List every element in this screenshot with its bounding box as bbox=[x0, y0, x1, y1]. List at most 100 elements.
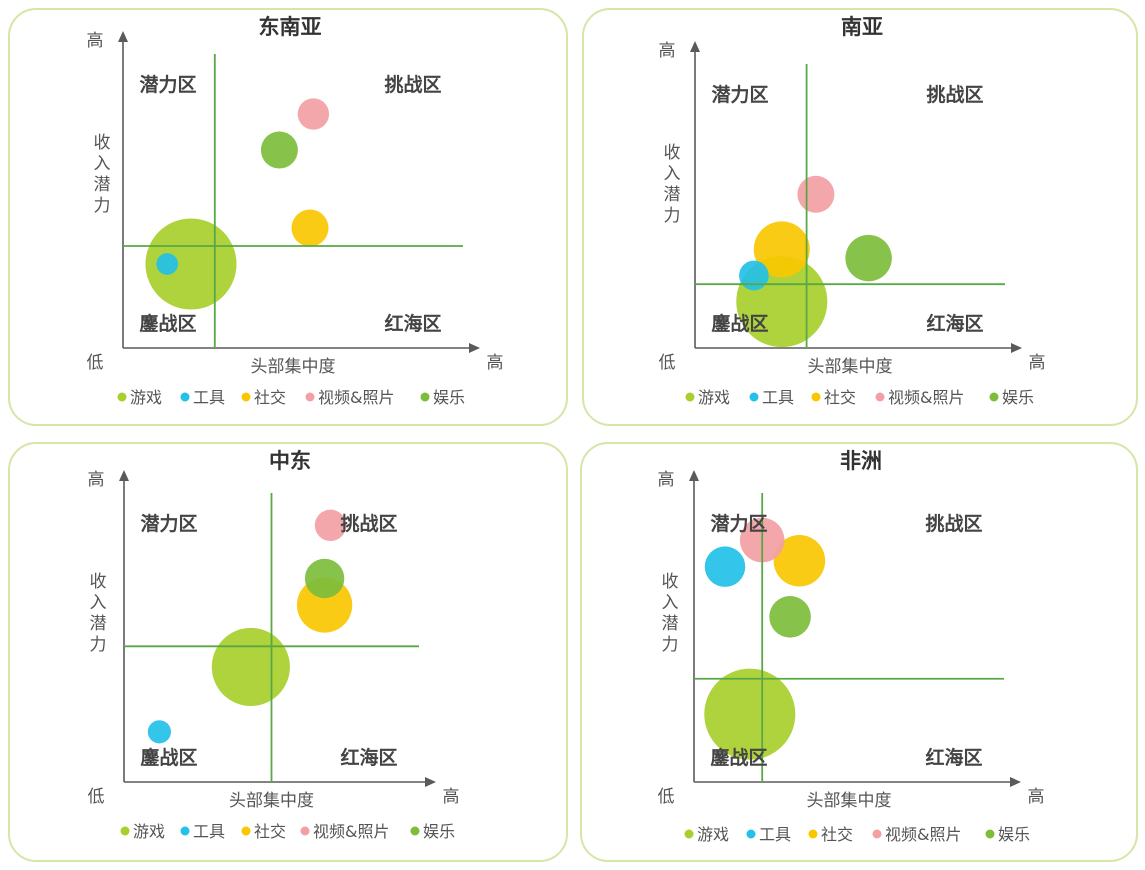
zone-label-potential: 潜力区 bbox=[140, 512, 197, 535]
y-axis-high-label: 高 bbox=[659, 41, 676, 61]
x-axis-high-label: 高 bbox=[1029, 353, 1046, 373]
y-axis-title-char: 潜 bbox=[90, 614, 107, 634]
zone-label-challenge: 挑战区 bbox=[340, 513, 397, 535]
legend-swatch-游戏 bbox=[120, 826, 130, 836]
axis-low-label: 低 bbox=[88, 787, 105, 807]
bubble-游戏 bbox=[211, 627, 290, 707]
legend-swatch-游戏 bbox=[117, 392, 127, 402]
y-axis-title-char: 入 bbox=[90, 593, 107, 613]
bubble-娱乐 bbox=[845, 234, 892, 282]
legend-swatch-工具 bbox=[180, 826, 190, 836]
bubble-工具 bbox=[147, 720, 171, 744]
x-axis-title: 头部集中度 bbox=[808, 357, 893, 377]
legend-swatch-娱乐 bbox=[985, 829, 995, 839]
legend-label: 游戏 bbox=[133, 822, 165, 841]
y-axis-title-char: 入 bbox=[94, 154, 111, 174]
legend-label: 社交 bbox=[824, 388, 856, 407]
legend-label: 社交 bbox=[254, 822, 286, 841]
x-axis-arrow-icon bbox=[469, 343, 480, 353]
zone-label-red-sea: 红海区 bbox=[926, 312, 983, 335]
bubble-娱乐 bbox=[304, 558, 345, 599]
bubble-娱乐 bbox=[260, 131, 298, 169]
zone-label-challenge: 挑战区 bbox=[925, 513, 982, 535]
axis-low-label: 低 bbox=[659, 353, 676, 373]
zone-label-potential: 潜力区 bbox=[139, 73, 196, 96]
bubble-工具 bbox=[156, 253, 179, 275]
legend-swatch-娱乐 bbox=[410, 826, 420, 836]
bubble-社交 bbox=[291, 209, 329, 247]
zone-label-battle: 鏖战区 bbox=[139, 312, 196, 335]
bubble-视频&照片 bbox=[797, 175, 835, 213]
chart-title: 非洲 bbox=[840, 449, 882, 473]
legend-label: 工具 bbox=[193, 822, 225, 841]
axis-low-label: 低 bbox=[87, 353, 104, 373]
legend-label: 视频&照片 bbox=[318, 388, 394, 407]
legend-label: 游戏 bbox=[130, 388, 162, 407]
legend-swatch-社交 bbox=[811, 392, 821, 402]
legend-label: 游戏 bbox=[697, 825, 729, 844]
bubble-视频&照片 bbox=[297, 98, 330, 130]
zone-label-red-sea: 红海区 bbox=[925, 746, 982, 769]
legend-swatch-工具 bbox=[746, 829, 756, 839]
legend-swatch-视频&照片 bbox=[305, 392, 315, 402]
x-axis-title: 头部集中度 bbox=[807, 791, 892, 811]
zone-label-potential: 潜力区 bbox=[710, 512, 767, 535]
y-axis-title-char: 入 bbox=[664, 164, 681, 184]
x-axis-high-label: 高 bbox=[1028, 787, 1045, 807]
legend-swatch-视频&照片 bbox=[872, 829, 882, 839]
legend-label: 娱乐 bbox=[1002, 388, 1034, 407]
legend-swatch-游戏 bbox=[685, 392, 695, 402]
zone-label-red-sea: 红海区 bbox=[384, 312, 441, 335]
y-axis-title-char: 收 bbox=[94, 133, 111, 153]
legend-label: 视频&照片 bbox=[888, 388, 964, 407]
y-axis-arrow-icon bbox=[119, 470, 129, 481]
legend-swatch-工具 bbox=[180, 392, 190, 402]
bubble-工具 bbox=[739, 260, 769, 291]
zone-label-challenge: 挑战区 bbox=[926, 84, 983, 106]
x-axis-high-label: 高 bbox=[487, 353, 504, 373]
x-axis-title: 头部集中度 bbox=[251, 357, 336, 377]
legend-label: 娱乐 bbox=[433, 388, 465, 407]
bubble-工具 bbox=[704, 546, 746, 587]
y-axis-high-label: 高 bbox=[87, 31, 104, 51]
y-axis-title-char: 力 bbox=[94, 196, 111, 216]
x-axis-arrow-icon bbox=[1010, 777, 1021, 787]
y-axis-title-char: 潜 bbox=[662, 614, 679, 634]
zone-label-challenge: 挑战区 bbox=[384, 74, 441, 96]
y-axis-title-char: 收 bbox=[662, 572, 679, 592]
legend-label: 工具 bbox=[762, 388, 794, 407]
zone-label-battle: 鏖战区 bbox=[711, 312, 768, 335]
chart-title: 东南亚 bbox=[259, 15, 322, 39]
legend-label: 工具 bbox=[759, 825, 791, 844]
x-axis-arrow-icon bbox=[425, 777, 436, 787]
y-axis-title-char: 潜 bbox=[94, 175, 111, 195]
y-axis-title-char: 入 bbox=[662, 593, 679, 613]
y-axis-title-char: 潜 bbox=[664, 185, 681, 205]
x-axis-arrow-icon bbox=[1011, 343, 1022, 353]
bubble-视频&照片 bbox=[314, 509, 347, 542]
bubble-游戏 bbox=[704, 668, 796, 760]
legend-swatch-视频&照片 bbox=[300, 826, 310, 836]
x-axis-title: 头部集中度 bbox=[229, 791, 314, 811]
zone-label-battle: 鏖战区 bbox=[140, 746, 197, 769]
legend-swatch-工具 bbox=[749, 392, 759, 402]
zone-label-potential: 潜力区 bbox=[711, 83, 768, 106]
legend-label: 工具 bbox=[193, 388, 225, 407]
chart-panel-middle-east: 中东高低高头部集中度收入潜力潜力区 挑战区 鏖战区 红海区 游戏 工具 社交 视频&照片 娱乐 bbox=[8, 442, 568, 862]
legend-label: 娱乐 bbox=[423, 822, 455, 841]
legend-swatch-社交 bbox=[241, 826, 251, 836]
chart-panel-south-asia: 南亚高低高头部集中度收入潜力潜力区 挑战区 鏖战区 红海区 游戏 工具 社交 视频&照片 娱乐 bbox=[582, 8, 1138, 426]
legend-swatch-娱乐 bbox=[420, 392, 430, 402]
chart-panel-africa: 非洲高低高头部集中度收入潜力潜力区 挑战区 鏖战区 红海区 游戏 工具 社交 视频&照片 娱乐 bbox=[580, 442, 1138, 862]
y-axis-title-char: 收 bbox=[664, 143, 681, 163]
legend-swatch-社交 bbox=[241, 392, 251, 402]
axis-low-label: 低 bbox=[658, 787, 675, 807]
legend-label: 视频&照片 bbox=[313, 822, 389, 841]
y-axis-title-char: 收 bbox=[90, 572, 107, 592]
x-axis-high-label: 高 bbox=[443, 787, 460, 807]
y-axis-high-label: 高 bbox=[88, 470, 105, 490]
bubble-游戏 bbox=[145, 218, 237, 310]
